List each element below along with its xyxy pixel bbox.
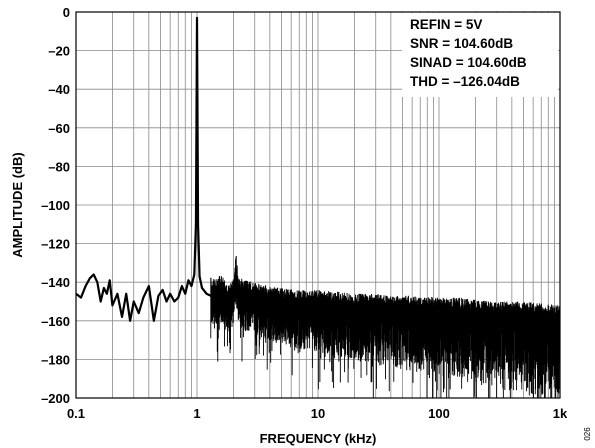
- y-tick-label: –20: [48, 44, 70, 59]
- annotation-line: SINAD = 104.60dB: [410, 55, 527, 70]
- x-tick-label: 1: [193, 406, 200, 421]
- y-tick-label: –120: [41, 237, 70, 252]
- plot-frame: [75, 11, 561, 399]
- annotation-box: REFIN = 5V SNR = 104.60dB SINAD = 104.60dB…: [402, 13, 558, 97]
- x-tick-label: 1k: [553, 406, 568, 421]
- x-axis-label: FREQUENCY (kHz): [260, 431, 377, 446]
- x-tick-label: 0.1: [67, 406, 85, 421]
- y-tick-label: –100: [41, 198, 70, 213]
- y-tick-label: 0: [63, 5, 70, 20]
- figure-id: 026: [583, 427, 592, 441]
- y-tick-labels: 0 –20 –40 –60 –80 –100 –120 –140 –160 –180 –200: [41, 5, 70, 406]
- y-tick-label: –140: [41, 275, 70, 290]
- y-tick-label: –180: [41, 352, 70, 367]
- y-tick-label: –80: [48, 159, 70, 174]
- annotation-line: THD = –126.04dB: [410, 74, 520, 89]
- y-tick-label: –40: [48, 82, 70, 97]
- x-tick-labels: 0.1 1 10 100 1k: [67, 406, 568, 421]
- y-tick-label: –60: [48, 121, 70, 136]
- y-tick-label: –160: [41, 314, 70, 329]
- y-tick-label: –200: [41, 391, 70, 406]
- noise-floor-band: [210, 256, 561, 398]
- annotation-line: SNR = 104.60dB: [410, 36, 513, 51]
- x-tick-label: 100: [428, 406, 450, 421]
- noise-strokes: [210, 256, 561, 398]
- series-line: [75, 16, 561, 326]
- annotation-line: REFIN = 5V: [410, 17, 482, 32]
- y-axis-label: AMPLITUDE (dB): [10, 152, 25, 257]
- x-tick-label: 10: [311, 406, 325, 421]
